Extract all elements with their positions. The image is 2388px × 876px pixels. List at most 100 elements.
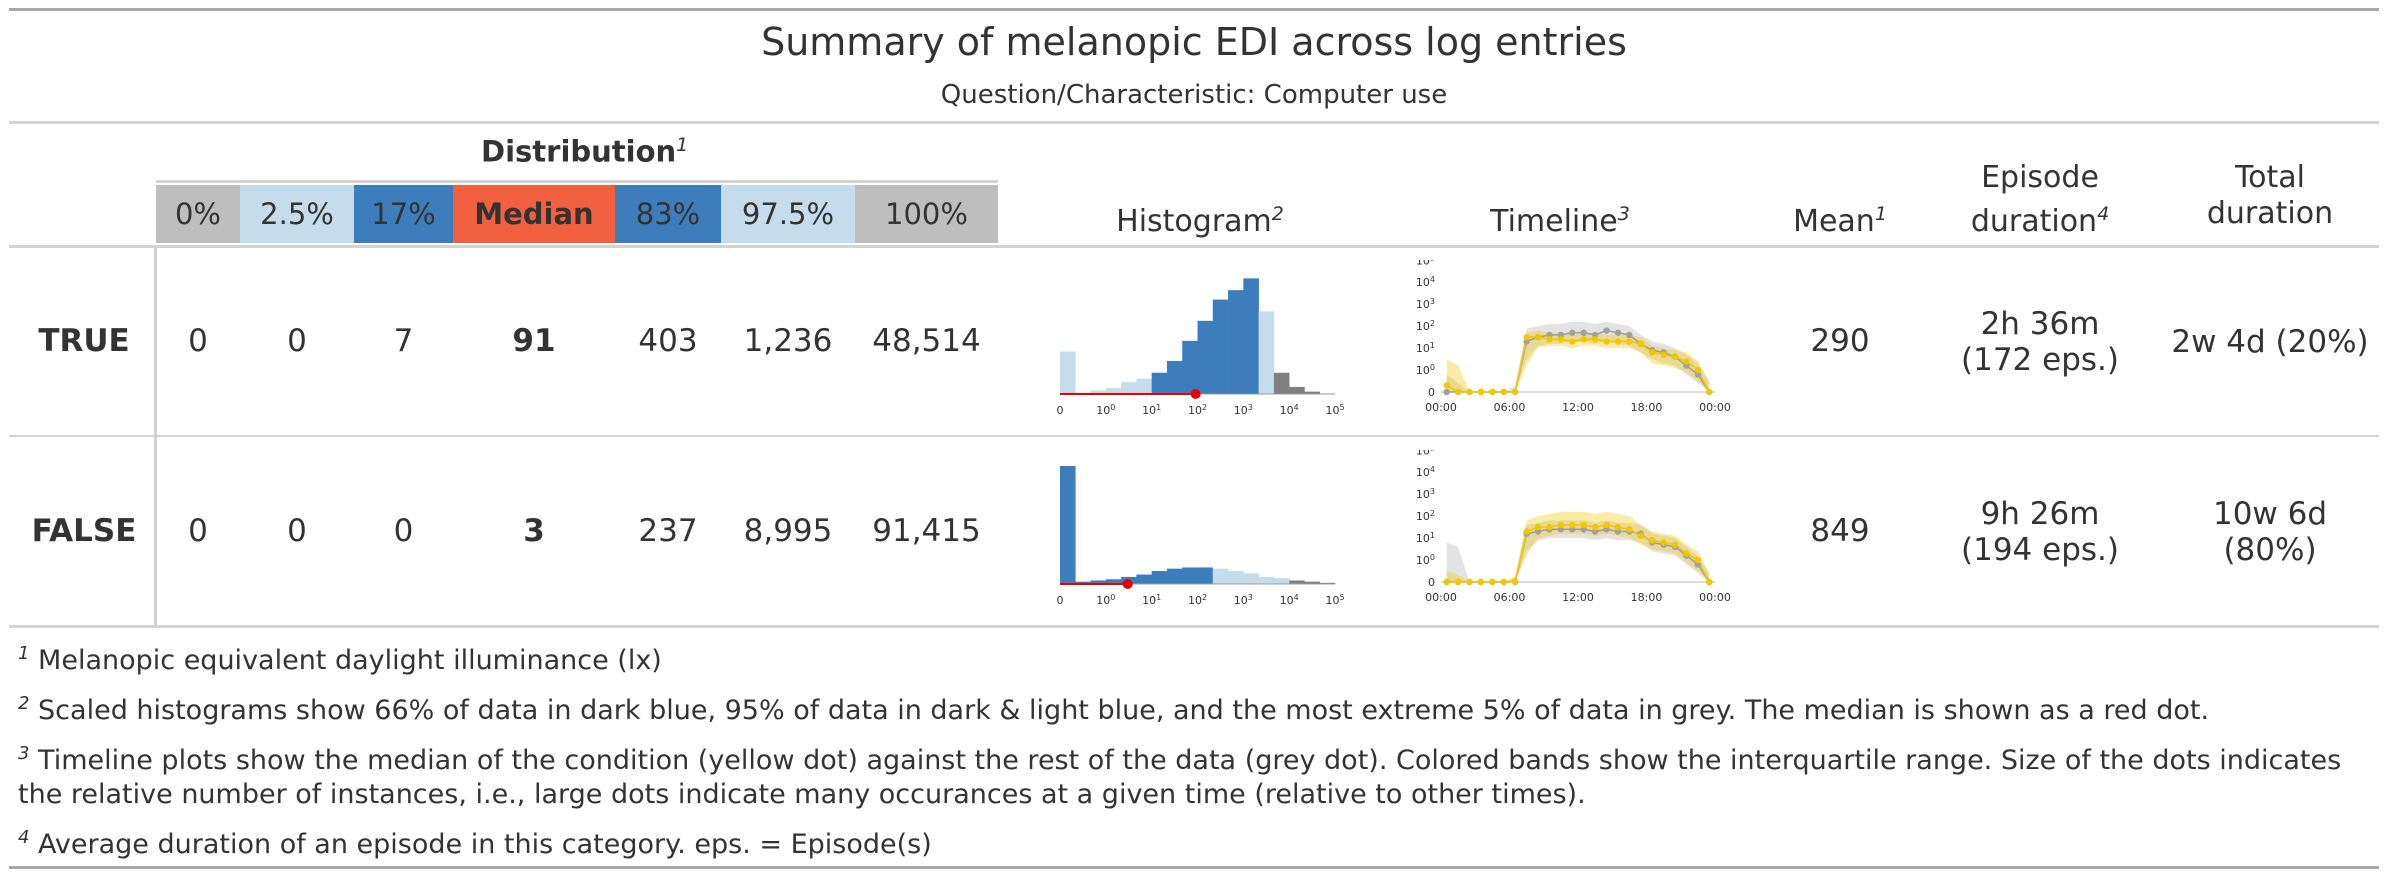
cell-false-97-5: 8,995 [743, 513, 833, 549]
timeline-rest-dot [1580, 329, 1587, 336]
timeline-y-tick-label: 105 [1416, 260, 1435, 267]
histogram-tick-label: 100 [1096, 593, 1115, 607]
histogram-bar [1197, 320, 1214, 394]
distribution-underline [156, 180, 998, 183]
histogram-median-dot [1190, 389, 1201, 399]
quantile-header-median: Median [453, 185, 615, 243]
distribution-header: Distribution1 [481, 134, 689, 169]
timeline-condition-dot [1477, 388, 1485, 396]
timeline-condition-dot [1683, 358, 1690, 365]
histogram-false: 0 100 101 102 103 104 105 [1057, 466, 1345, 607]
cell-false-episode-duration: 9h 26m (194 eps.) [1961, 496, 2119, 568]
table-subtitle: Question/Characteristic: Computer use [940, 80, 1448, 110]
histogram-bar [1243, 278, 1259, 394]
timeline-y-tick-label: 100 [1416, 553, 1435, 567]
bottom-rule [9, 866, 2379, 869]
timeline-x-tick-label: 00:00 [1425, 591, 1457, 604]
timeline-y-tick-label: 103 [1416, 297, 1435, 311]
timeline-condition-dot [1443, 382, 1450, 389]
body-bottom-rule [9, 625, 2379, 628]
timeline-rest-dot [1557, 526, 1565, 533]
timeline-condition-dot [1500, 388, 1507, 396]
timeline-condition-dot [1500, 578, 1507, 586]
timeline-condition-dot [1626, 526, 1633, 533]
timeline-condition-dot [1569, 338, 1576, 345]
histogram-bar [1258, 311, 1275, 394]
cell-false-2-5: 0 [287, 513, 307, 549]
timeline-rest-dot [1546, 331, 1553, 339]
histogram-tick-label: 102 [1188, 403, 1207, 417]
row-label-true: TRUE [38, 323, 130, 359]
timeline-condition-dot [1466, 578, 1473, 586]
timeline-y-tick-label: 104 [1416, 275, 1435, 289]
histogram-bar [1243, 573, 1259, 584]
timeline-rest-dot [1603, 526, 1610, 533]
histogram-bar [1289, 580, 1305, 584]
timeline-condition-dot [1614, 338, 1622, 345]
timeline-condition-dot [1660, 351, 1667, 358]
histogram-tick-label: 103 [1234, 403, 1253, 417]
cell-true-total-duration: 2w 4d (20%) [2171, 324, 2369, 360]
quantile-header-97-5: 97.5% [721, 185, 855, 243]
histogram-header: Histogram2 [1116, 203, 1284, 239]
timeline-rest-dot [1694, 561, 1702, 568]
histogram-bar [1121, 382, 1137, 394]
histogram-bar [1060, 466, 1076, 584]
timeline-rest-dot [1534, 528, 1542, 535]
timeline-rest-band [1446, 321, 1710, 392]
timeline-condition-dot [1649, 537, 1656, 544]
histogram-bar [1273, 372, 1290, 394]
histogram-median-dot [1122, 579, 1133, 589]
timeline-x-tick-label: 00:00 [1425, 401, 1457, 414]
timeline-y-tick-label: 102 [1416, 509, 1435, 523]
timeline-y-tick-label: 104 [1416, 465, 1435, 479]
episode-duration-header: Episode duration4 [1970, 160, 2110, 239]
timeline-rest-dot [1614, 528, 1622, 535]
timeline-condition-dot [1706, 578, 1713, 586]
timeline-rest-dot [1443, 388, 1450, 396]
footnote-2: 2 Scaled histograms show 66% of data in … [18, 693, 2210, 726]
timeline-condition-dot [1591, 336, 1599, 343]
histogram-bar [1136, 574, 1152, 584]
histogram-bar [1166, 568, 1183, 584]
quantile-header-83: 83% [615, 185, 721, 243]
timeline-x-tick-label: 12:00 [1562, 591, 1594, 604]
histogram-tick-label: 104 [1280, 403, 1299, 417]
histogram-bar [1197, 567, 1214, 584]
histogram-bar [1105, 579, 1122, 584]
cell-false-0: 0 [188, 513, 208, 549]
histogram-bar [1166, 360, 1183, 394]
histogram-bar [1182, 567, 1198, 584]
histogram-bar [1136, 378, 1152, 394]
timeline-y-tick-label: 0 [1428, 576, 1435, 589]
quantile-header-17: 17% [354, 185, 453, 243]
histogram-bar [1060, 351, 1076, 394]
timeline-condition-dot [1671, 541, 1679, 548]
timeline-rest-dot [1614, 329, 1622, 336]
histogram-bar [1273, 578, 1290, 584]
timeline-condition-dot [1671, 353, 1679, 361]
cell-true-2-5: 0 [287, 323, 307, 359]
quantile-header-2-5: 2.5% [240, 185, 354, 243]
histogram-bar [1304, 391, 1321, 394]
timeline-y-tick-label: 102 [1416, 319, 1435, 333]
timeline-condition-dot [1534, 333, 1542, 341]
timeline-y-tick-label: 100 [1416, 363, 1435, 377]
cell-false-100: 91,415 [872, 513, 981, 549]
timeline-false: 0 100 101 102 103 104 105 00:00 06:00 12:00 18:00 0… [1416, 450, 1731, 604]
timeline-true: 0 100 101 102 103 104 105 00:00 06:00 12:00 18:00 0… [1416, 260, 1731, 414]
timeline-condition-dot [1557, 336, 1565, 343]
footnote-4: 4 Average duration of an episode in this… [18, 827, 932, 860]
histogram-tick-label: 105 [1325, 593, 1344, 607]
top-rule [9, 8, 2379, 11]
histogram-bar [1151, 372, 1168, 394]
timeline-condition-dot [1603, 521, 1610, 529]
histogram-tick-label: 100 [1096, 403, 1115, 417]
footnote-1: 1 Melanopic equivalent daylight illumina… [18, 643, 662, 676]
timeline-condition-band [1446, 511, 1710, 582]
histogram-tick-label: 104 [1280, 593, 1299, 607]
timeline-rest-dot [1580, 526, 1587, 533]
quantile-header-0: 0% [156, 185, 240, 243]
cell-false-mean: 849 [1810, 513, 1870, 549]
